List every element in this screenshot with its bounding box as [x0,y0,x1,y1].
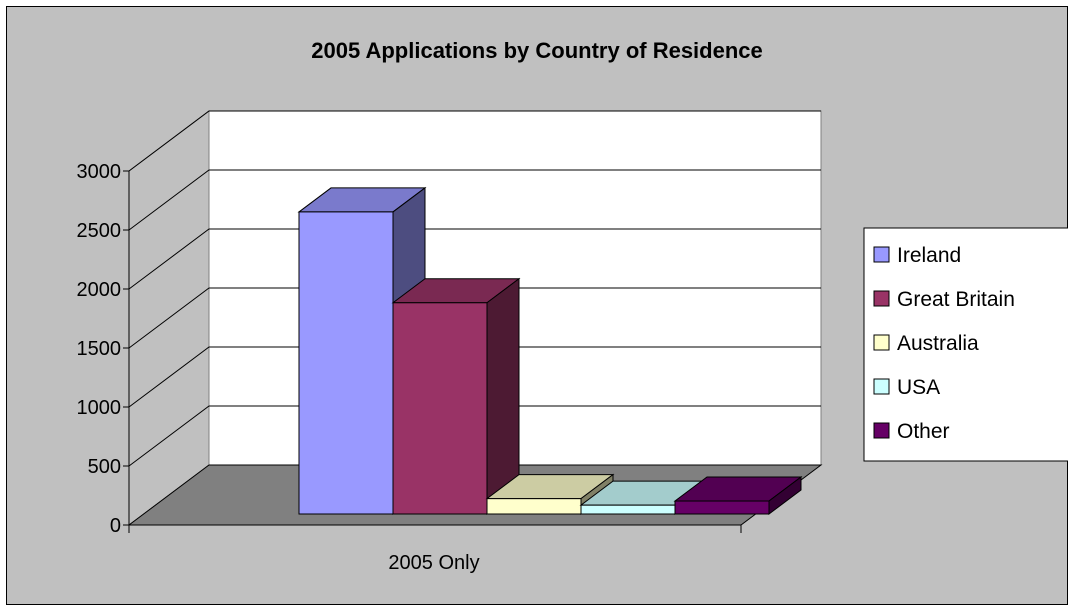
gridline [128,169,821,231]
y-tick-labels: 0 500 1000 1500 2000 2500 3000 [77,161,122,537]
legend-label: USA [897,376,940,399]
bar-australia [485,473,615,515]
legend-swatch [873,422,890,439]
y-tick-label: 2000 [77,279,122,301]
bar-other [673,476,803,515]
legend-box [863,227,1068,462]
bar-front-face [580,504,676,515]
legend-swatch [873,290,890,307]
y-tick-label: 1500 [77,338,122,360]
gridline [128,405,821,467]
gridline [128,110,821,172]
chart-svg: 2005 Applications by Country of Residenc… [77,38,1068,574]
legend-swatch [873,378,890,395]
bars [297,186,803,515]
bar-front-face [674,500,770,515]
chart-area: 2005 Applications by Country of Residenc… [6,6,1068,605]
legend-swatch [873,334,890,351]
gridline [128,346,821,408]
bar-front-face [298,211,394,515]
gridlines [128,110,821,467]
legend-label: Great Britain [897,288,1015,311]
bar-front-face [486,498,582,515]
axes [123,170,742,533]
y-tick-label: 1000 [77,397,122,419]
bar-great-britain [391,277,521,515]
y-tick-label: 2500 [77,220,122,242]
legend-label: Ireland [897,244,961,267]
gridline [128,287,821,349]
gridline [128,228,821,290]
y-tick-label: 3000 [77,161,122,183]
legend-label: Australia [897,332,979,355]
legend-swatch [873,246,890,263]
y-tick-label: 500 [88,456,121,478]
legend-label: Other [897,420,950,443]
y-tick-label: 0 [110,515,121,537]
chart-title: 2005 Applications by Country of Residenc… [311,38,763,63]
legend: Ireland Great Britain Australia USA Other [863,227,1068,462]
bar-front-face [392,302,488,515]
x-tick-label: 2005 Only [388,552,479,574]
